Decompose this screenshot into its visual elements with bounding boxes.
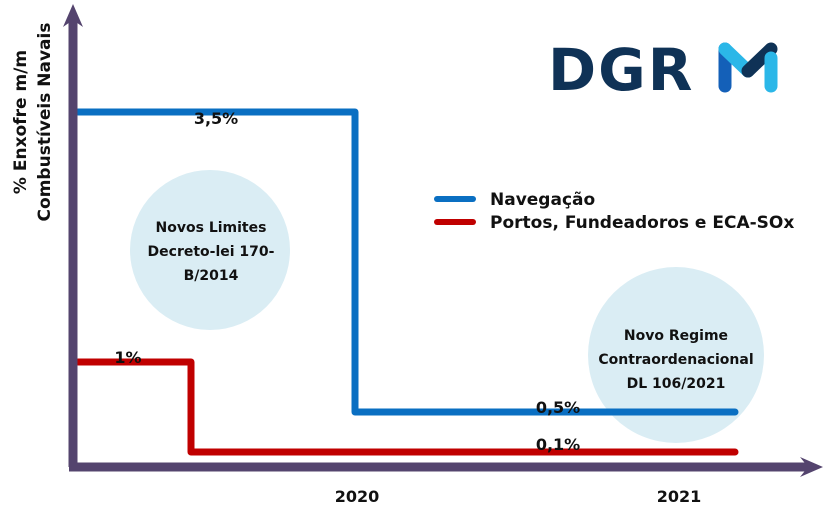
annotation-bubble-novos-limites [130, 170, 290, 330]
y-axis-label: % Enxofre m/m Combustíveis Navais [11, 23, 55, 222]
data-label-0-5: 0,5% [536, 398, 580, 417]
logo-m-diag-right [741, 42, 778, 78]
annotation-bubble-novo-regime [588, 267, 764, 443]
dgrm-logo: DGR [548, 36, 778, 104]
annotation-novo-regime-line-2: Contraordenacional [598, 352, 753, 368]
legend-label-navegacao: Navegação [490, 190, 595, 210]
data-label-0-1: 0,1% [536, 435, 580, 454]
data-label-1: 1% [114, 348, 141, 367]
annotation-novo-regime-line-3: DL 106/2021 [627, 376, 726, 392]
legend-label-portos: Portos, Fundeadoros e ECA-SOx [490, 213, 794, 233]
x-axis-arrow [800, 457, 823, 477]
annotation-novo-regime-line-1: Novo Regime [624, 328, 728, 344]
legend: Navegação Portos, Fundeadoros e ECA-SOx [434, 190, 794, 233]
y-axis-arrow [63, 4, 83, 27]
annotation-novos-limites-line-3: B/2014 [184, 268, 239, 284]
x-tick-label-2020: 2020 [335, 487, 380, 506]
series-line-navegacao [74, 108, 739, 416]
annotation-novos-limites-line-2: Decreto-lei 170- [148, 244, 275, 260]
y-axis-label-line-1: % Enxofre m/m [11, 50, 31, 194]
logo-text: DGR [548, 36, 694, 104]
logo-m-mark [718, 42, 778, 93]
data-label-3-5: 3,5% [194, 109, 238, 128]
annotation-novos-limites-line-1: Novos Limites [156, 220, 267, 236]
y-axis-label-line-2: Combustíveis Navais [35, 23, 55, 222]
x-tick-label-2021: 2021 [657, 487, 702, 506]
series-line-portos [74, 358, 739, 456]
